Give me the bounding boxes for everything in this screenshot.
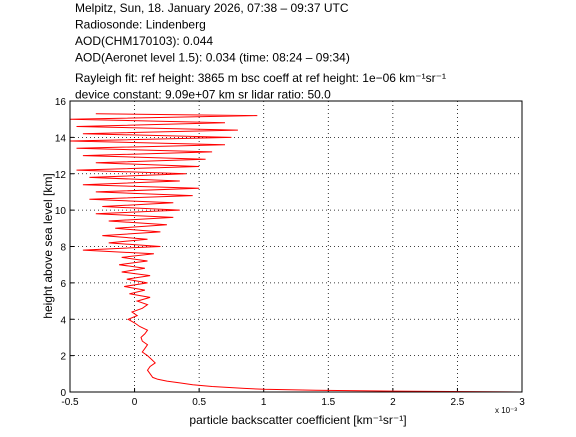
y-tick-label: 0: [60, 388, 66, 399]
title-line: Radiosonde: Lindenberg: [75, 18, 206, 32]
x-axis-label: particle backscatter coefficient [km⁻¹sr…: [189, 413, 406, 427]
title-line: AOD(CHM170103): 0.044: [75, 34, 213, 48]
y-tick-label: 6: [60, 279, 66, 290]
y-tick-label: 16: [55, 97, 67, 108]
title-line: Melpitz, Sun, 18. January 2026, 07:38 – …: [75, 1, 349, 15]
x-tick-label: 1.5: [321, 397, 335, 408]
plot-frame: [69, 100, 523, 393]
x-tick-label: 2: [390, 397, 396, 408]
x-tick-label: 1: [261, 397, 267, 408]
title-line: Rayleigh fit: ref height: 3865 m bsc coe…: [75, 71, 446, 85]
x-tick-label: -0.5: [61, 397, 79, 408]
title-line: AOD(Aeronet level 1.5): 0.034 (time: 08:…: [75, 51, 350, 65]
x-tick-label: 0.5: [192, 397, 206, 408]
y-tick-label: 14: [55, 133, 67, 144]
y-tick-label: 10: [55, 206, 67, 217]
x-multiplier: x 10⁻³: [495, 406, 517, 415]
x-tick-label: 2.5: [450, 397, 464, 408]
x-tick-label: 3: [519, 397, 525, 408]
title-line: device constant: 9.09e+07 km sr lidar ra…: [75, 88, 331, 102]
y-tick-label: 4: [60, 315, 66, 326]
y-tick-label: 12: [55, 170, 67, 181]
x-tick-label: 0: [132, 397, 138, 408]
profile-line: [69, 113, 523, 393]
y-tick-label: 8: [60, 243, 66, 254]
y-axis-label: height above sea level [km]: [41, 173, 55, 318]
y-tick-label: 2: [60, 352, 66, 363]
